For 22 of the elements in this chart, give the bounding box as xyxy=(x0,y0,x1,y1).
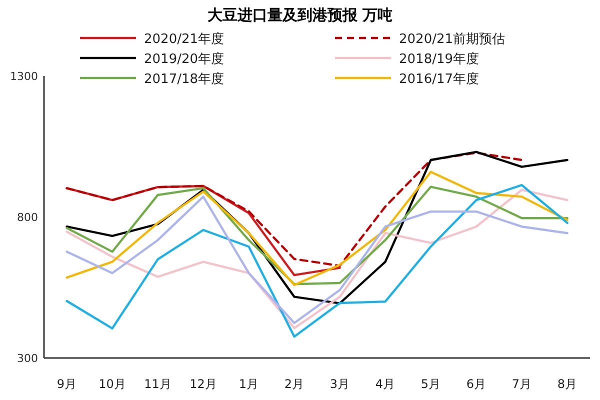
x-tick-label: 1月 xyxy=(238,377,259,391)
x-tick-label: 12月 xyxy=(190,377,217,391)
legend-label: 2019/20年度 xyxy=(144,51,224,67)
x-tick-label: 3月 xyxy=(330,377,350,391)
y-tick-label: 800 xyxy=(17,211,38,224)
x-tick-label: 8月 xyxy=(557,377,578,391)
x-tick-label: 9月 xyxy=(56,377,77,391)
legend-label: 2018/19年度 xyxy=(399,51,480,67)
x-tick-label: 6月 xyxy=(466,377,486,391)
x-tick-label: 7月 xyxy=(512,377,532,391)
x-tick-label: 2月 xyxy=(284,377,304,391)
x-tick-label: 4月 xyxy=(375,377,396,391)
chart-title: 大豆进口量及到港预报 万吨 xyxy=(207,6,393,24)
x-tick-label: 5月 xyxy=(420,377,441,391)
x-tick-label: 11月 xyxy=(144,377,172,391)
y-tick-label: 1300 xyxy=(10,70,38,83)
x-tick-label: 10月 xyxy=(98,377,126,391)
legend-label: 2017/18年度 xyxy=(144,71,224,87)
y-tick-label: 300 xyxy=(17,352,38,365)
legend-label: 2020/21前期预估 xyxy=(399,32,506,47)
legend-label: 2016/17年度 xyxy=(399,71,480,87)
legend-label: 2020/21年度 xyxy=(144,31,224,47)
